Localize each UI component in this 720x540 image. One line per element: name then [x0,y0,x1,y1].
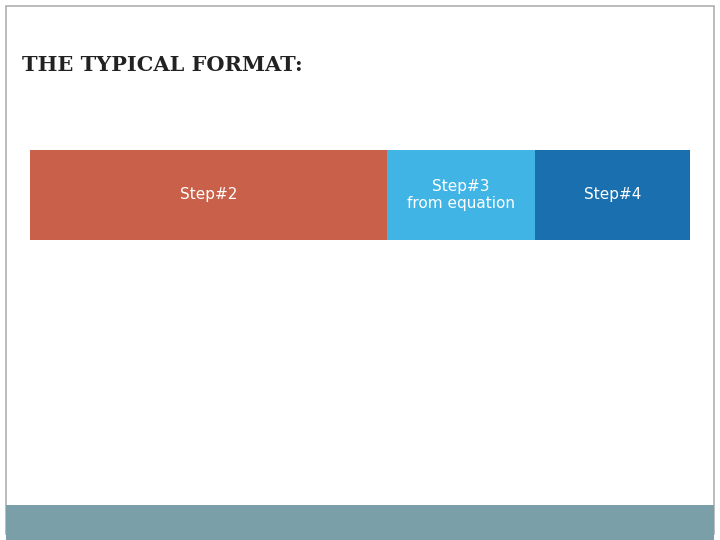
Text: Step#3
from equation: Step#3 from equation [408,179,516,211]
Bar [535,150,690,240]
Text: Step#4: Step#4 [584,187,641,202]
Bar [6,505,714,540]
Text: THE TYPICAL FORMAT:: THE TYPICAL FORMAT: [22,55,302,75]
Text: Step#2: Step#2 [180,187,238,202]
Bar [387,150,535,240]
Bar [30,150,387,240]
